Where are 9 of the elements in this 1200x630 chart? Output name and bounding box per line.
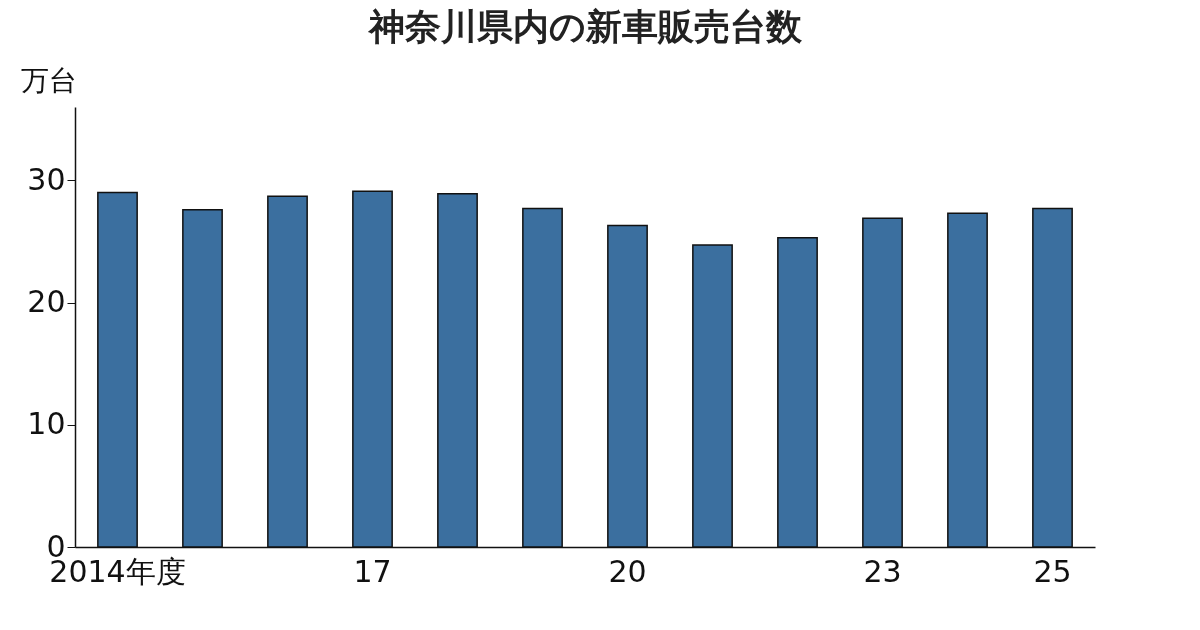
x-tick-label: 20 bbox=[608, 553, 647, 589]
y-tick-label: 20 bbox=[27, 284, 66, 320]
y-tick-label: 10 bbox=[27, 406, 66, 442]
y-tick-label: 30 bbox=[27, 161, 66, 197]
x-tick-label: 23 bbox=[863, 553, 902, 589]
x-tick-label: 17 bbox=[353, 553, 392, 589]
chart-title: 神奈川県内の新車販売台数 bbox=[366, 6, 803, 47]
y-axis-title: 万台 bbox=[20, 63, 77, 97]
x-tick-label: 25 bbox=[1033, 553, 1072, 589]
